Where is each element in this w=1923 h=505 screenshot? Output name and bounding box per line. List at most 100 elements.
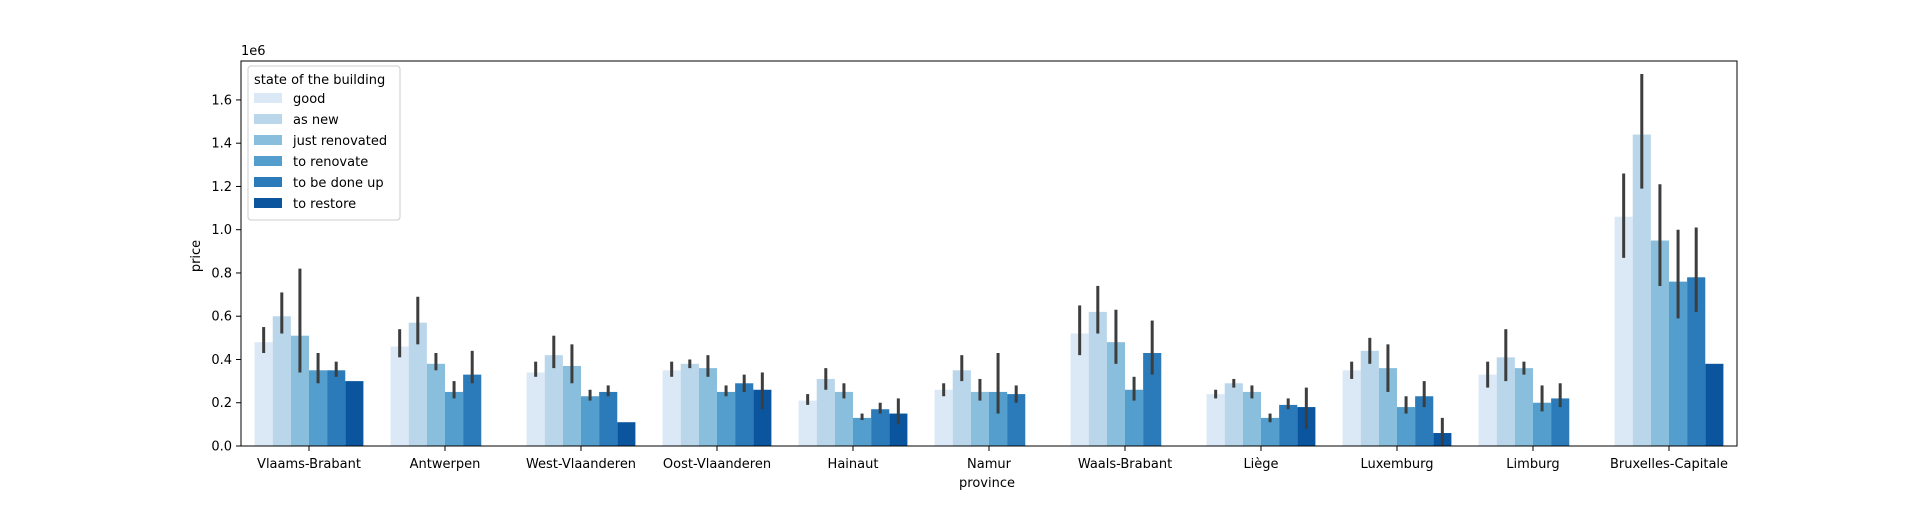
legend-label: to restore xyxy=(293,197,356,212)
bar xyxy=(680,363,699,446)
bar xyxy=(1360,350,1379,446)
bar xyxy=(1687,277,1706,446)
bar xyxy=(581,396,600,446)
bar xyxy=(834,391,853,446)
bar xyxy=(290,335,309,446)
legend-swatch xyxy=(254,93,282,103)
error-bars-layer xyxy=(262,73,1698,446)
legend-swatch xyxy=(254,198,282,208)
x-axis-label: province xyxy=(959,476,1015,491)
bar xyxy=(463,374,482,446)
bars-layer xyxy=(254,134,1724,447)
bar xyxy=(272,316,291,446)
legend-label: to be done up xyxy=(293,176,384,191)
y-tick-label: 1.2 xyxy=(211,180,232,195)
legend-swatch xyxy=(254,177,282,187)
legend-label: as new xyxy=(293,113,339,128)
bar xyxy=(426,363,445,446)
bar xyxy=(1342,370,1361,446)
bar xyxy=(617,422,636,446)
bar xyxy=(309,370,328,446)
y-axis-label: price xyxy=(189,240,204,272)
bar xyxy=(952,370,971,446)
x-tick-label: Luxemburg xyxy=(1360,457,1433,472)
x-tick-label: Waals-Brabant xyxy=(1078,457,1172,472)
bar xyxy=(1125,389,1144,446)
bar xyxy=(735,383,754,446)
bar xyxy=(1669,281,1688,446)
legend-label: to renovate xyxy=(293,155,368,170)
bar xyxy=(526,372,545,446)
x-tick-label: Bruxelles-Capitale xyxy=(1610,457,1728,472)
x-tick-label: Oost-Vlaanderen xyxy=(663,457,771,472)
bar xyxy=(1070,333,1089,446)
bar xyxy=(934,389,953,446)
x-tick-label: Vlaams-Brabant xyxy=(257,457,361,472)
y-tick-label: 0.4 xyxy=(211,353,232,368)
bar xyxy=(1378,368,1397,446)
x-tick-label: West-Vlaanderen xyxy=(526,457,636,472)
legend-title: state of the building xyxy=(254,73,385,88)
bar xyxy=(889,413,908,446)
bar xyxy=(1397,407,1416,446)
bar xyxy=(390,346,409,446)
legend-label: good xyxy=(293,92,325,107)
bar xyxy=(1088,311,1107,446)
bar xyxy=(408,322,427,446)
bar xyxy=(871,409,890,446)
bar xyxy=(345,381,364,446)
bar xyxy=(1261,417,1280,446)
bar xyxy=(717,391,736,446)
legend-label: just renovated xyxy=(292,134,387,149)
legend-swatch xyxy=(254,114,282,124)
bar xyxy=(1514,368,1533,446)
bar xyxy=(1533,402,1552,446)
y-tick-label: 0.6 xyxy=(211,310,232,325)
bar xyxy=(1614,216,1633,446)
bar xyxy=(1106,342,1125,446)
y-axis-multiplier: 1e6 xyxy=(241,44,266,59)
bar xyxy=(1415,396,1434,446)
x-tick-label: Namur xyxy=(967,457,1012,472)
x-tick-label: Antwerpen xyxy=(410,457,481,472)
bar xyxy=(753,389,772,446)
bar xyxy=(698,368,717,446)
bar xyxy=(1143,352,1162,446)
bar xyxy=(970,391,989,446)
legend-box xyxy=(247,65,401,221)
x-axis: Vlaams-Brabant Antwerpen West-Vlaanderen Oo… xyxy=(257,446,1728,472)
x-tick-label: Limburg xyxy=(1506,457,1559,472)
legend: state of the building good as new just ren… xyxy=(247,65,401,221)
y-tick-label: 0.8 xyxy=(211,266,232,281)
bar xyxy=(989,391,1008,446)
bar xyxy=(254,342,273,446)
x-tick-label: Hainaut xyxy=(828,457,879,472)
bar xyxy=(1496,357,1515,446)
bar xyxy=(1007,394,1026,446)
bar xyxy=(327,370,346,446)
y-tick-label: 1.0 xyxy=(211,223,232,238)
y-tick-label: 1.4 xyxy=(211,137,232,152)
bar xyxy=(599,391,618,446)
bar xyxy=(1206,394,1225,446)
bar xyxy=(853,417,872,446)
bar xyxy=(445,391,464,446)
y-axis: 0.0 0.2 0.4 0.6 0.8 1.0 1.2 1.4 1.6 xyxy=(211,93,241,455)
legend-swatch xyxy=(254,135,282,145)
bar xyxy=(1242,391,1261,446)
legend-swatch xyxy=(254,156,282,166)
bar xyxy=(1224,383,1243,446)
y-tick-label: 1.6 xyxy=(211,93,232,108)
bar xyxy=(562,365,581,446)
bar xyxy=(662,370,681,446)
bar xyxy=(1650,240,1669,446)
bar xyxy=(1632,134,1651,447)
bar xyxy=(1478,374,1497,446)
bar xyxy=(1551,398,1570,446)
bar xyxy=(544,355,563,446)
y-tick-label: 0.2 xyxy=(211,396,232,411)
y-tick-label: 0.0 xyxy=(211,440,232,455)
bar xyxy=(1705,363,1724,446)
